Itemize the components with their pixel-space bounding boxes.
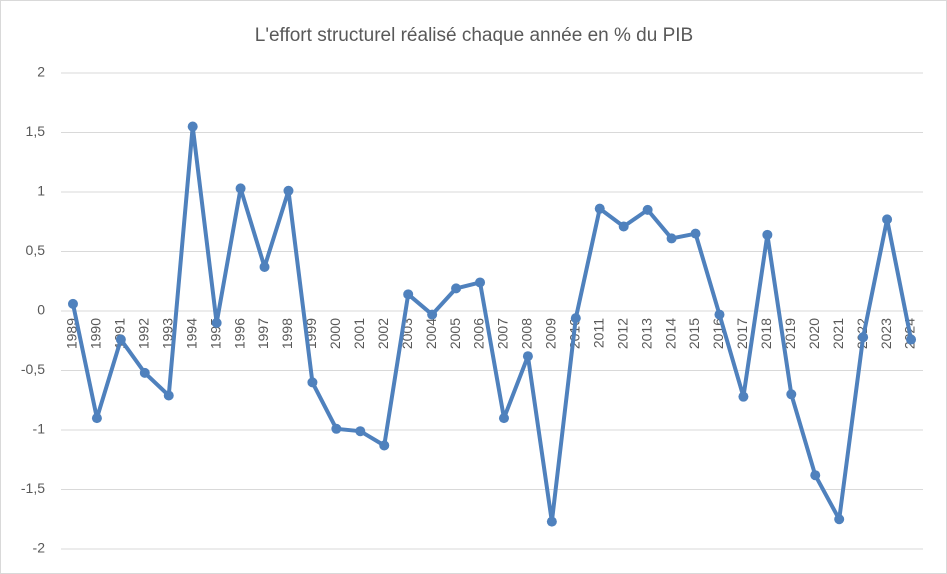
y-tick-label: -1 xyxy=(33,421,46,437)
data-point xyxy=(187,121,198,132)
data-point xyxy=(714,309,725,320)
y-tick-label: 0 xyxy=(37,302,45,318)
data-point xyxy=(642,204,653,215)
chart-title: L'effort structurel réalisé chaque année… xyxy=(255,25,693,46)
data-point xyxy=(403,289,414,300)
y-tick-label: 2 xyxy=(37,64,45,80)
y-tick-label: 1 xyxy=(37,183,45,199)
x-tick-label: 1990 xyxy=(88,318,104,349)
x-tick-label: 2014 xyxy=(662,318,678,349)
x-tick-label: 1997 xyxy=(255,318,271,349)
data-point xyxy=(906,334,917,345)
x-tick-label: 2008 xyxy=(519,318,535,349)
data-point xyxy=(91,413,102,424)
data-point xyxy=(283,185,294,196)
data-point xyxy=(834,514,845,525)
data-point xyxy=(379,440,390,451)
x-tick-label: 1992 xyxy=(136,318,152,349)
x-tick-label: 2018 xyxy=(758,318,774,349)
data-point xyxy=(211,317,222,328)
x-tick-label: 2006 xyxy=(471,318,487,349)
data-point xyxy=(762,229,773,240)
data-point xyxy=(882,214,893,225)
x-tick-label: 2013 xyxy=(638,318,654,349)
x-tick-label: 2017 xyxy=(734,318,750,349)
x-tick-label: 2007 xyxy=(495,318,511,349)
data-point xyxy=(259,261,270,272)
data-point xyxy=(427,309,438,320)
x-tick-label: 1996 xyxy=(231,318,247,349)
data-point xyxy=(738,391,749,402)
data-point xyxy=(139,367,150,378)
data-point xyxy=(307,377,318,388)
y-tick-label: -0,5 xyxy=(21,361,45,377)
x-tick-label: 2004 xyxy=(423,318,439,349)
x-tick-label: 2009 xyxy=(543,318,559,349)
y-tick-label: -2 xyxy=(33,540,46,556)
x-tick-label: 2019 xyxy=(782,318,798,349)
x-tick-label: 2001 xyxy=(351,318,367,349)
x-tick-label: 1993 xyxy=(159,318,175,349)
data-point xyxy=(618,221,629,232)
x-tick-label: 1994 xyxy=(183,318,199,349)
data-point xyxy=(570,313,581,324)
data-point xyxy=(115,334,126,345)
x-tick-label: 1998 xyxy=(279,318,295,349)
x-tick-label: 2015 xyxy=(686,318,702,349)
data-point xyxy=(451,283,462,294)
x-tick-label: 2002 xyxy=(375,318,391,349)
y-tick-label: 1,5 xyxy=(26,123,46,139)
data-point xyxy=(355,426,366,437)
data-point xyxy=(235,183,246,194)
x-tick-label: 2000 xyxy=(327,318,343,349)
data-point xyxy=(498,413,509,424)
data-point xyxy=(666,233,677,244)
y-tick-label: -1,5 xyxy=(21,480,45,496)
data-point xyxy=(786,389,797,400)
data-point xyxy=(546,516,557,527)
data-point xyxy=(690,228,701,239)
x-tick-label: 2012 xyxy=(614,318,630,349)
x-tick-label: 2011 xyxy=(590,318,606,348)
x-tick-label: 2021 xyxy=(830,318,846,349)
data-point xyxy=(594,203,605,214)
x-tick-label: 2020 xyxy=(806,318,822,349)
data-point xyxy=(331,423,342,434)
data-point xyxy=(475,277,486,288)
data-point xyxy=(858,332,869,343)
data-point xyxy=(163,390,174,401)
y-tick-label: 0,5 xyxy=(26,242,46,258)
data-point xyxy=(810,470,821,481)
data-point xyxy=(522,351,533,362)
x-tick-label: 2023 xyxy=(878,318,894,349)
x-tick-label: 2005 xyxy=(447,318,463,349)
data-line xyxy=(71,124,913,524)
data-point xyxy=(67,298,78,309)
